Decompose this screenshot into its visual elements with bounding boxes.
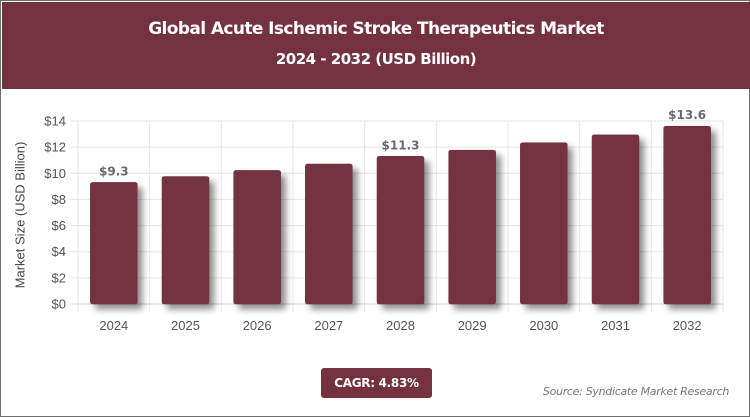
y-tick-label: $6 <box>52 218 66 233</box>
bars <box>90 125 711 305</box>
x-tick-label: 2032 <box>673 318 702 333</box>
bar-2032[interactable] <box>663 125 711 305</box>
y-tick-label: $14 <box>44 114 66 129</box>
x-tick-label: 2031 <box>601 318 630 333</box>
bar-2028[interactable] <box>376 156 425 305</box>
x-axis-ticks: 2024 2025 2026 2027 2028 2029 2030 2031 2032 <box>99 318 701 333</box>
y-axis-ticks: $0 $2 $4 $6 $8 $10 $12 $14 <box>44 114 66 312</box>
cagr-badge: CAGR: 4.83% <box>321 368 432 398</box>
y-tick-label: $10 <box>44 166 66 181</box>
y-axis-label: Market Size (USD Billion) <box>12 141 28 289</box>
x-tick-label: 2028 <box>386 318 415 333</box>
y-tick-label: $8 <box>52 192 66 207</box>
y-tick-label: $4 <box>52 244 66 259</box>
x-tick-label: 2027 <box>314 318 343 333</box>
y-tick-label: $0 <box>52 297 66 312</box>
source-note: Source: Syndicate Market Research <box>542 385 729 398</box>
data-label: $9.3 <box>99 164 129 178</box>
x-tick-label: 2029 <box>458 318 487 333</box>
data-label: $13.6 <box>668 108 706 122</box>
data-label: $11.3 <box>382 138 420 152</box>
chart-subtitle: 2024 - 2032 (USD Billion) <box>275 50 477 68</box>
bar-chart: $0 $2 $4 $6 $8 $10 $12 $14 2024 2025 2026 2027 2028… <box>44 108 724 333</box>
chart-title: Global Acute Ischemic Stroke Therapeutic… <box>148 19 604 39</box>
y-tick-label: $12 <box>44 140 66 155</box>
bar-2029[interactable] <box>448 149 496 305</box>
x-tick-label: 2024 <box>99 318 128 333</box>
bar-2025[interactable] <box>161 176 210 305</box>
bar-2030[interactable] <box>520 142 568 305</box>
data-labels: $9.3 $11.3 $13.6 <box>99 108 706 178</box>
x-tick-label: 2026 <box>243 318 272 333</box>
bar-2024[interactable] <box>90 182 138 305</box>
bar-2027[interactable] <box>305 163 353 305</box>
bar-2026[interactable] <box>233 170 281 305</box>
chart-header: Global Acute Ischemic Stroke Therapeutic… <box>2 2 750 89</box>
x-tick-label: 2025 <box>171 318 200 333</box>
bar-2031[interactable] <box>591 134 640 305</box>
x-tick-label: 2030 <box>529 318 558 333</box>
y-tick-label: $2 <box>52 270 66 285</box>
